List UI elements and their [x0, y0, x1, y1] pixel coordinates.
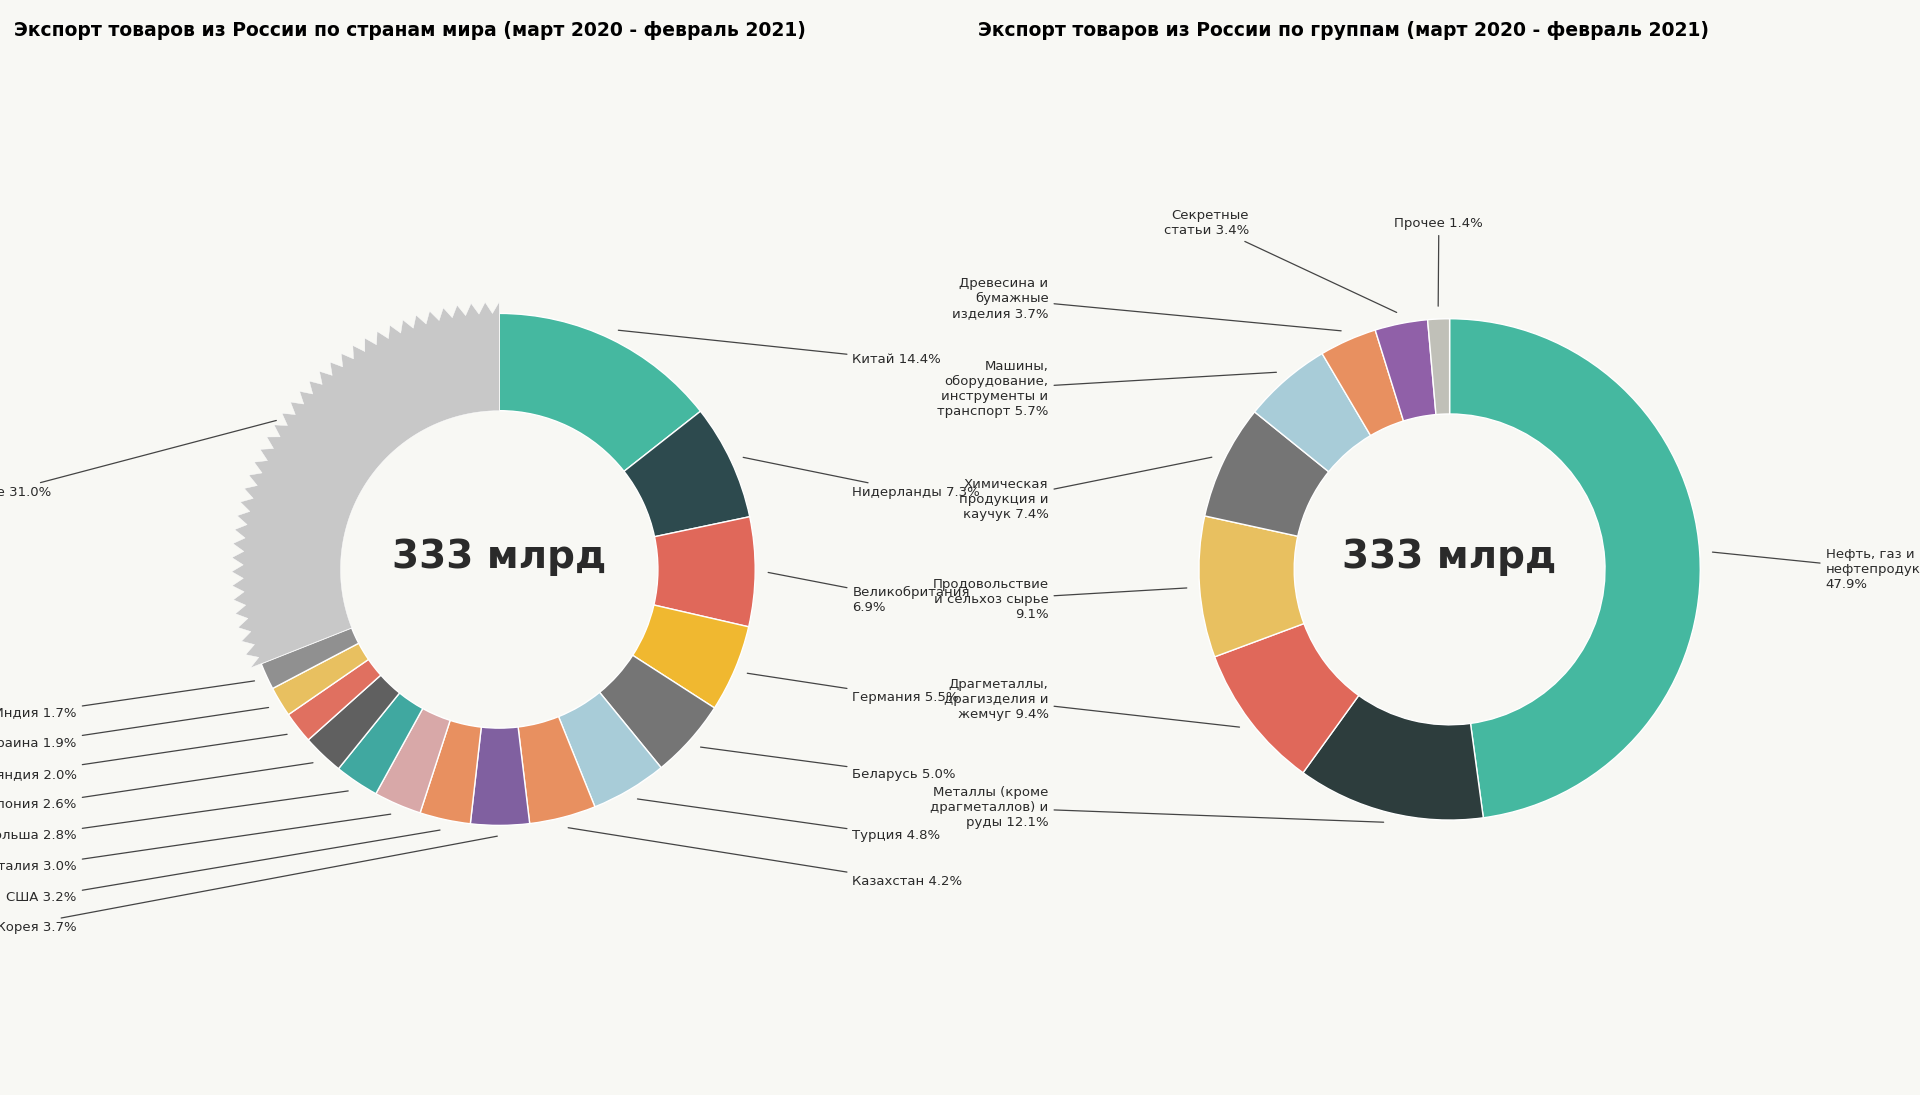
Wedge shape — [338, 693, 422, 794]
Text: Китай 14.4%: Китай 14.4% — [618, 331, 941, 366]
Text: Беларусь 5.0%: Беларусь 5.0% — [701, 747, 956, 781]
Text: Химическая
продукция и
каучук 7.4%: Химическая продукция и каучук 7.4% — [958, 458, 1212, 521]
Wedge shape — [420, 721, 482, 823]
Wedge shape — [1323, 330, 1404, 436]
Text: США 3.2%: США 3.2% — [6, 830, 440, 903]
Wedge shape — [376, 708, 449, 812]
Wedge shape — [470, 727, 530, 826]
Text: Нидерланды 7.3%: Нидерланды 7.3% — [743, 458, 981, 499]
Text: Украина 1.9%: Украина 1.9% — [0, 707, 269, 750]
Wedge shape — [1204, 412, 1329, 537]
Wedge shape — [634, 606, 749, 708]
Wedge shape — [273, 643, 369, 715]
Wedge shape — [655, 517, 755, 626]
Wedge shape — [288, 659, 380, 740]
Text: Индия 1.7%: Индия 1.7% — [0, 681, 255, 719]
Text: Машины,
оборудование,
инструменты и
транспорт 5.7%: Машины, оборудование, инструменты и тран… — [937, 360, 1277, 418]
Text: Металлы (кроме
драгметаллов) и
руды 12.1%: Металлы (кроме драгметаллов) и руды 12.1… — [931, 786, 1384, 829]
Wedge shape — [1198, 516, 1304, 657]
Text: Польша 2.8%: Польша 2.8% — [0, 791, 348, 842]
Text: Италия 3.0%: Италия 3.0% — [0, 815, 390, 873]
Wedge shape — [1428, 319, 1450, 415]
Text: Прочее 1.4%: Прочее 1.4% — [1394, 217, 1484, 307]
Wedge shape — [1450, 319, 1701, 818]
Text: Экспорт товаров из России по странам мира (март 2020 - февраль 2021): Экспорт товаров из России по странам мир… — [13, 21, 806, 39]
Text: Драгметаллы,
драгизделия и
жемчуг 9.4%: Драгметаллы, драгизделия и жемчуг 9.4% — [945, 678, 1240, 727]
Wedge shape — [1215, 623, 1359, 773]
Text: Финляндия 2.0%: Финляндия 2.0% — [0, 735, 288, 781]
Text: Казахстан 4.2%: Казахстан 4.2% — [568, 828, 962, 888]
Wedge shape — [309, 676, 399, 769]
Wedge shape — [261, 627, 359, 689]
Wedge shape — [499, 313, 701, 471]
Text: Южная Корея 3.7%: Южная Корея 3.7% — [0, 837, 497, 934]
Text: Прочее 31.0%: Прочее 31.0% — [0, 420, 276, 499]
Text: 333 млрд: 333 млрд — [1342, 538, 1557, 576]
Wedge shape — [244, 313, 499, 664]
Polygon shape — [232, 302, 499, 668]
Text: Германия 5.5%: Германия 5.5% — [747, 673, 958, 704]
Text: Древесина и
бумажные
изделия 3.7%: Древесина и бумажные изделия 3.7% — [952, 277, 1342, 331]
Wedge shape — [559, 692, 660, 807]
Text: Секретные
статьи 3.4%: Секретные статьи 3.4% — [1164, 209, 1396, 312]
Wedge shape — [624, 412, 749, 537]
Text: Япония 2.6%: Япония 2.6% — [0, 763, 313, 811]
Text: Нефть, газ и
нефтепродукты
47.9%: Нефть, газ и нефтепродукты 47.9% — [1713, 548, 1920, 591]
Wedge shape — [1254, 354, 1371, 472]
Text: Экспорт товаров из России по группам (март 2020 - февраль 2021): Экспорт товаров из России по группам (ма… — [977, 21, 1709, 39]
Wedge shape — [599, 655, 714, 768]
Wedge shape — [1375, 320, 1436, 420]
Text: Продовольствие
и сельхоз сырье
9.1%: Продовольствие и сельхоз сырье 9.1% — [933, 578, 1187, 621]
Text: Турция 4.8%: Турция 4.8% — [637, 799, 941, 842]
Text: 333 млрд: 333 млрд — [392, 538, 607, 576]
Text: Великобритания
6.9%: Великобритания 6.9% — [768, 573, 970, 614]
Wedge shape — [518, 716, 595, 823]
Wedge shape — [1304, 695, 1484, 820]
